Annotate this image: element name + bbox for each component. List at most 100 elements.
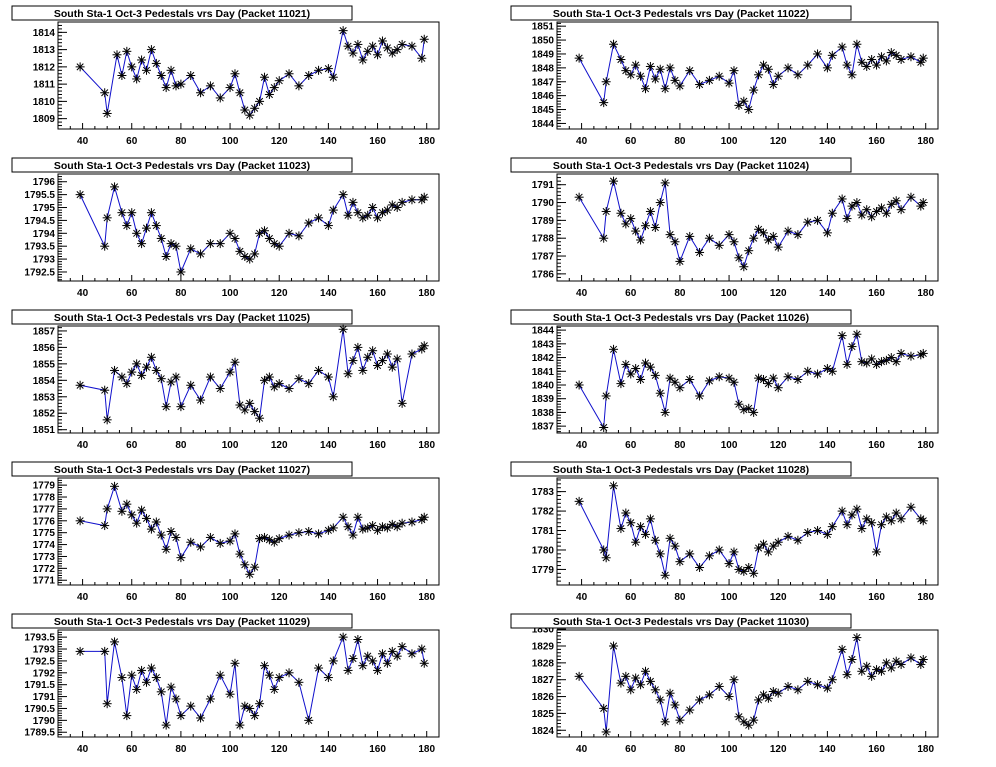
marker-stroke <box>137 56 146 64</box>
data-point-marker <box>176 711 186 721</box>
title-box <box>510 309 852 325</box>
marker-stroke <box>897 206 905 214</box>
data-point-marker <box>122 46 132 56</box>
data-point-marker <box>215 239 225 249</box>
data-point-marker <box>343 522 353 532</box>
marker-stroke <box>919 517 927 525</box>
x-tick-label: 120 <box>271 288 288 299</box>
marker-stroke <box>774 538 782 546</box>
data-point-marker <box>419 341 429 351</box>
chart-title: South Sta-1 Oct-3 Pedestals vrs Day (Pac… <box>553 8 809 20</box>
data-point-marker <box>822 683 832 693</box>
title-box <box>510 157 852 173</box>
marker-stroke <box>651 75 659 83</box>
marker-stroke <box>863 515 871 523</box>
y-tick-label: 1790 <box>532 198 555 209</box>
x-tick-label: 60 <box>625 744 637 755</box>
data-point-marker <box>867 55 877 65</box>
marker-stroke <box>695 80 704 89</box>
data-point-marker <box>377 36 387 46</box>
data-point-marker <box>117 208 127 218</box>
data-point-marker <box>151 58 161 68</box>
data-point-marker <box>822 529 832 539</box>
marker-stroke <box>877 204 886 212</box>
data-point-marker <box>122 221 132 231</box>
marker-stroke <box>919 655 927 664</box>
marker-stroke <box>206 82 214 90</box>
marker-stroke <box>398 198 406 206</box>
data-point-marker <box>758 690 768 700</box>
marker-stroke <box>907 53 915 61</box>
marker-stroke <box>740 97 748 105</box>
marker-stroke <box>745 247 753 255</box>
data-point-marker <box>876 52 886 62</box>
y-tick-label: 1838 <box>532 408 555 419</box>
data-point-marker <box>695 247 705 257</box>
data-point-marker <box>230 658 240 668</box>
x-tick-label: 100 <box>222 440 239 451</box>
data-point-marker <box>609 641 619 651</box>
y-tick-label: 1850 <box>532 36 555 47</box>
data-point-marker <box>75 380 85 390</box>
data-point-marker <box>601 206 611 216</box>
data-point-marker <box>655 695 665 705</box>
x-tick-label: 120 <box>271 136 288 147</box>
x-tick-label: 120 <box>271 744 288 755</box>
data-point-marker <box>599 423 609 433</box>
marker-stroke <box>769 80 777 89</box>
y-tick-label: 1780 <box>532 545 555 556</box>
x-tick-label: 160 <box>369 288 386 299</box>
chart-title: South Sta-1 Oct-3 Pedestals vrs Day (Pac… <box>553 312 809 324</box>
data-point-marker <box>161 83 171 93</box>
data-point-marker <box>161 720 171 730</box>
marker-stroke <box>794 375 802 384</box>
marker-stroke <box>133 229 141 237</box>
x-tick-label: 100 <box>222 592 239 603</box>
marker-stroke <box>118 71 126 80</box>
data-point-marker <box>616 678 626 688</box>
x-tick-label: 80 <box>175 744 187 755</box>
marker-stroke <box>764 548 772 556</box>
data-point-marker <box>574 380 584 390</box>
x-tick-label: 40 <box>77 288 89 299</box>
marker-stroke <box>369 42 377 50</box>
data-point-marker <box>146 208 156 218</box>
marker-stroke <box>882 209 890 217</box>
marker-stroke <box>246 399 254 407</box>
data-point-marker <box>837 506 847 516</box>
marker-stroke <box>236 247 244 255</box>
data-point-marker <box>269 537 279 547</box>
marker-stroke <box>270 240 278 248</box>
data-point-marker <box>245 254 255 264</box>
marker-stroke <box>725 79 733 87</box>
data-point-marker <box>704 690 714 700</box>
marker-stroke <box>241 252 249 261</box>
data-point-marker <box>176 402 186 412</box>
marker-stroke <box>305 380 313 388</box>
data-point-marker <box>314 529 324 539</box>
marker-stroke <box>575 672 583 680</box>
marker-stroke <box>101 647 109 655</box>
data-point-marker <box>891 357 901 367</box>
marker-stroke <box>676 716 684 724</box>
data-point-marker <box>368 203 378 213</box>
marker-stroke <box>794 71 802 79</box>
data-point-marker <box>205 81 215 91</box>
data-point-marker <box>754 224 764 234</box>
y-tick-label: 1779 <box>33 481 56 492</box>
marker-stroke <box>275 380 283 388</box>
x-tick-label: 60 <box>625 136 637 147</box>
y-tick-label: 1771 <box>33 576 56 587</box>
y-tick-label: 1791 <box>33 692 56 703</box>
data-point-marker <box>151 517 161 527</box>
data-point-marker <box>918 348 928 358</box>
data-point-marker <box>274 379 284 389</box>
data-point-marker <box>171 372 181 382</box>
y-tick-label: 1814 <box>33 28 56 39</box>
data-point-marker <box>230 69 240 79</box>
data-point-marker <box>626 518 636 528</box>
data-point-marker <box>314 663 324 673</box>
marker-stroke <box>828 676 836 684</box>
marker-stroke <box>162 721 170 729</box>
data-point-marker <box>156 71 166 80</box>
